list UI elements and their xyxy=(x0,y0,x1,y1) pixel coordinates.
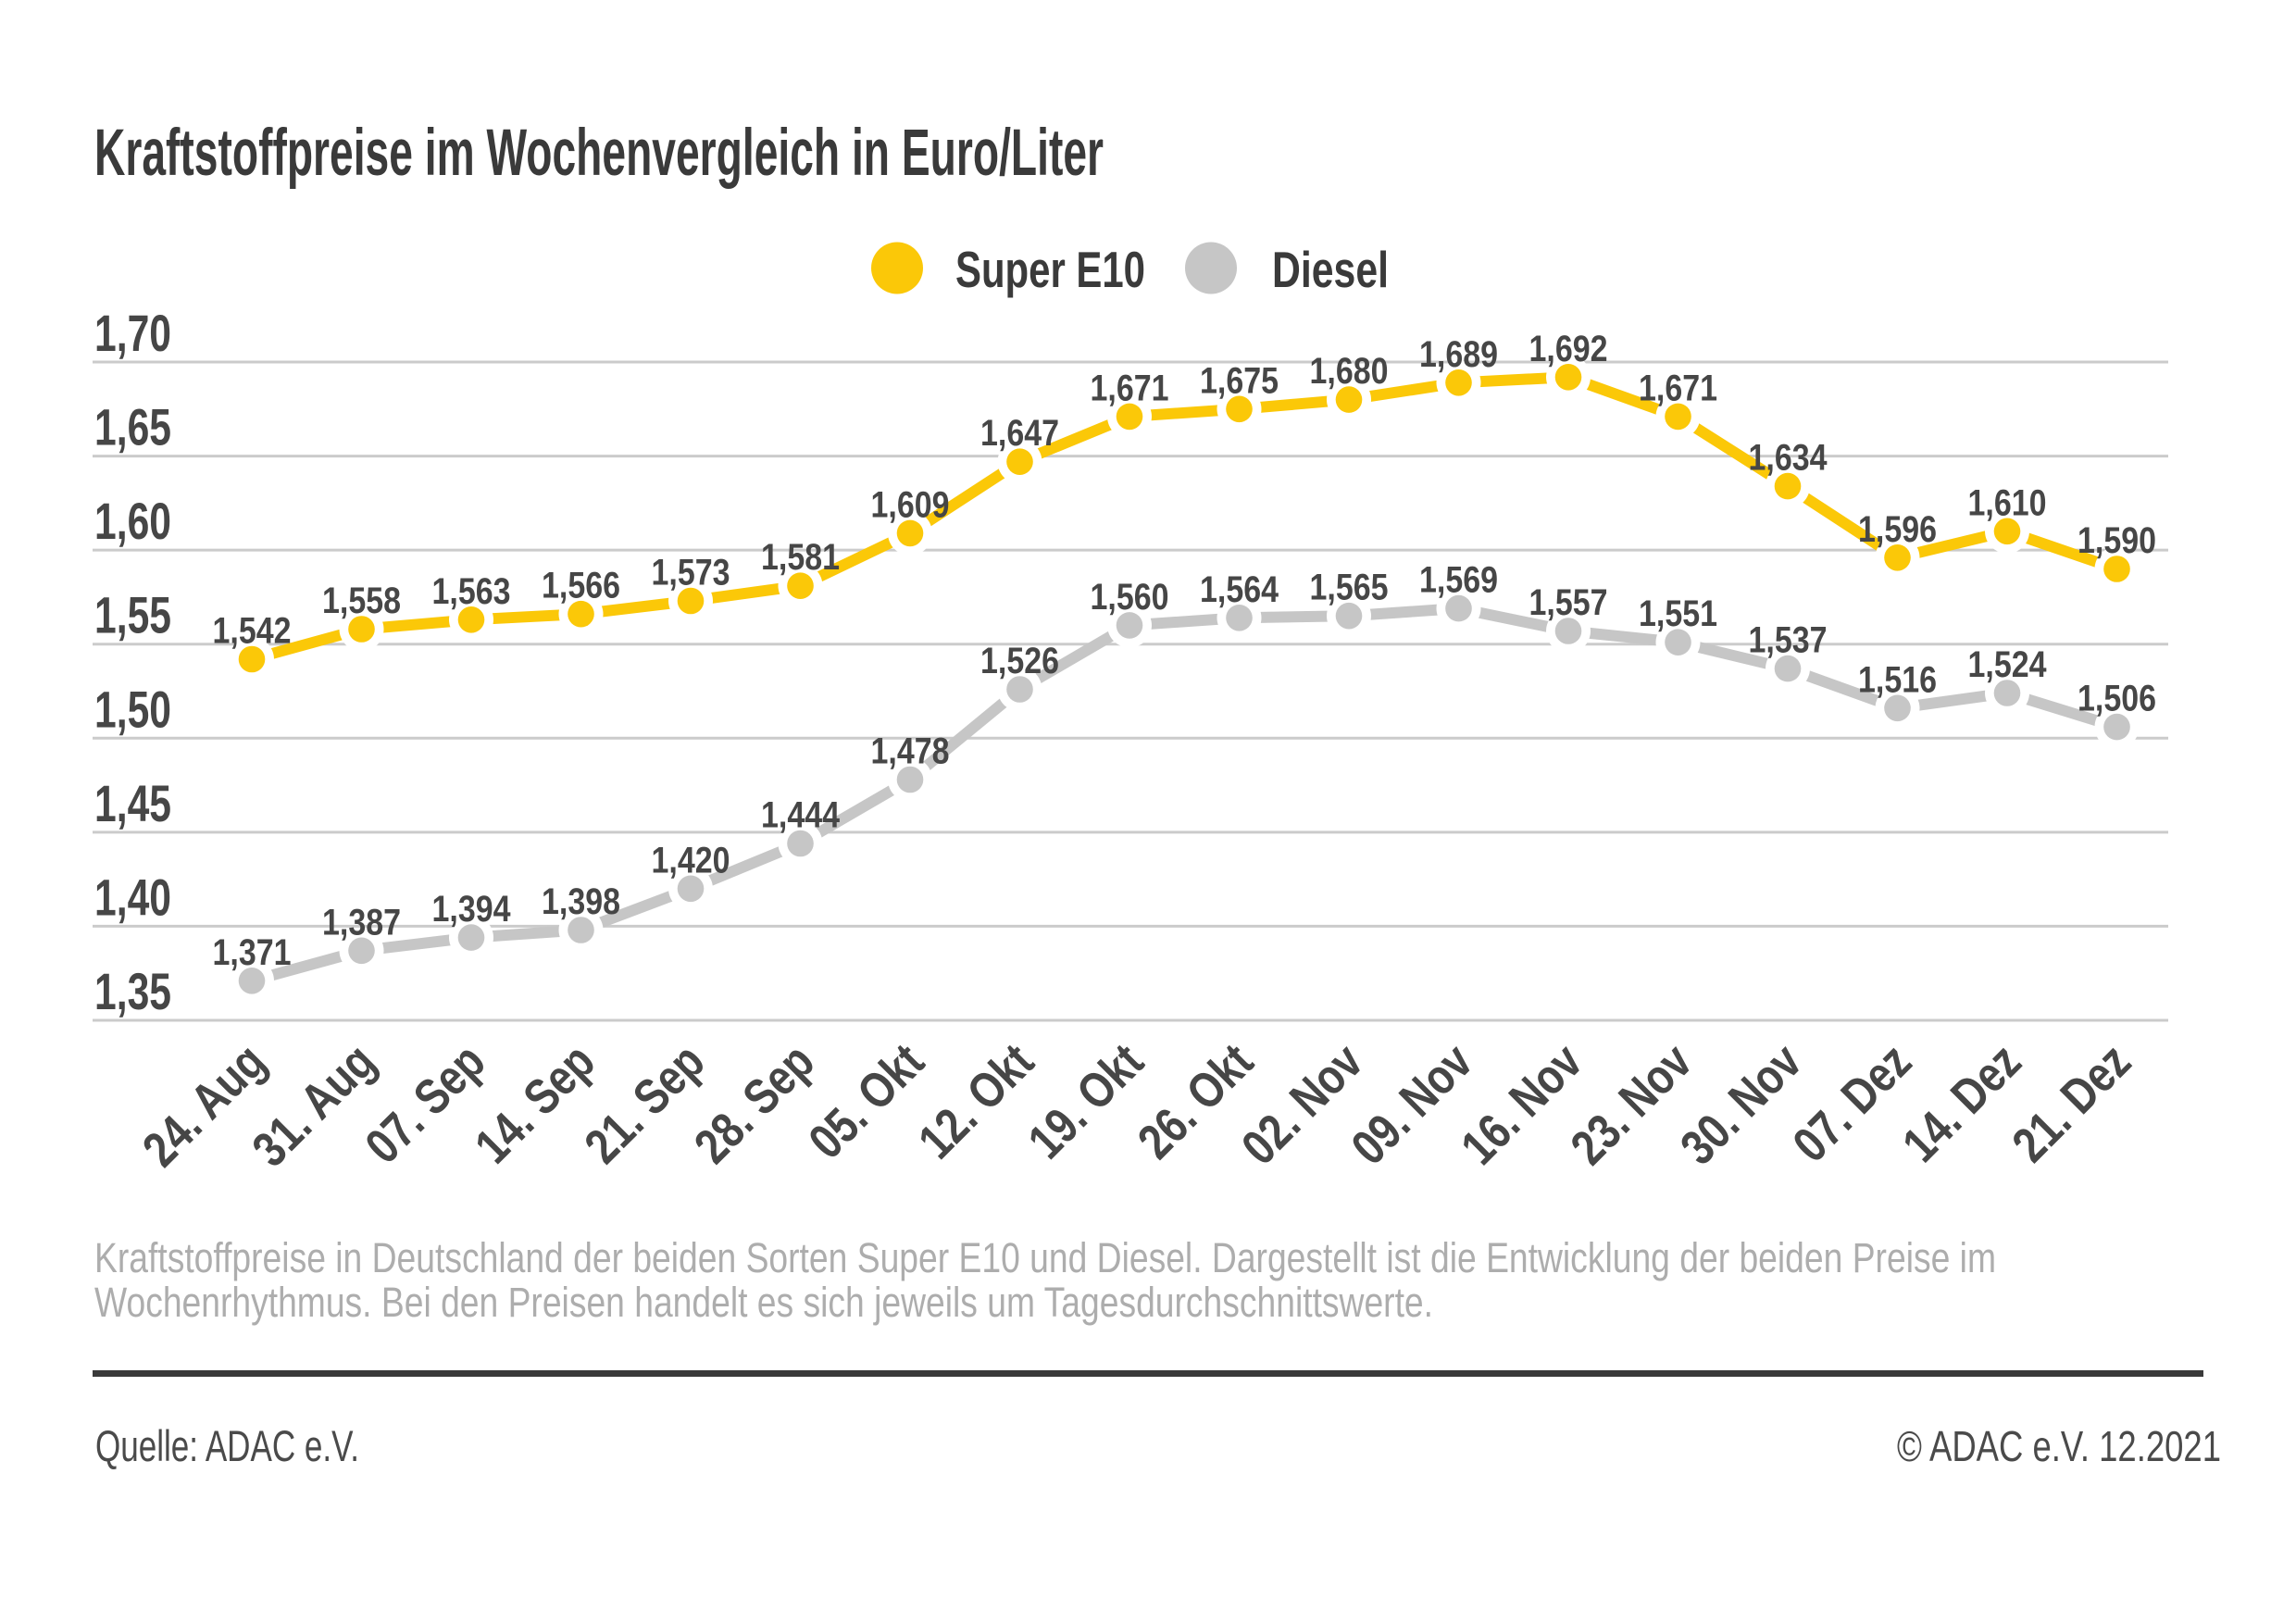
svg-text:Diesel: Diesel xyxy=(1272,241,1389,298)
svg-text:1,634: 1,634 xyxy=(1749,438,1828,479)
svg-text:1,420: 1,420 xyxy=(652,840,730,880)
svg-text:1,506: 1,506 xyxy=(2078,679,2156,719)
svg-text:1,40: 1,40 xyxy=(94,868,171,926)
svg-text:1,50: 1,50 xyxy=(94,680,171,738)
svg-text:1,478: 1,478 xyxy=(871,731,950,772)
svg-text:1,371: 1,371 xyxy=(213,932,292,973)
svg-text:1,65: 1,65 xyxy=(94,398,171,456)
svg-text:Super E10: Super E10 xyxy=(955,241,1145,298)
svg-text:1,647: 1,647 xyxy=(980,413,1059,454)
svg-text:1,680: 1,680 xyxy=(1310,351,1389,392)
svg-text:1,689: 1,689 xyxy=(1419,334,1498,375)
svg-text:1,387: 1,387 xyxy=(322,902,401,943)
svg-text:Kraftstoffpreise im Wochenverg: Kraftstoffpreise im Wochenvergleich in E… xyxy=(94,117,1104,190)
svg-text:1,671: 1,671 xyxy=(1639,368,1717,408)
svg-text:1,551: 1,551 xyxy=(1639,593,1717,634)
svg-text:1,557: 1,557 xyxy=(1529,582,1608,623)
svg-text:1,609: 1,609 xyxy=(871,484,950,525)
svg-text:1,692: 1,692 xyxy=(1529,329,1608,369)
svg-text:1,394: 1,394 xyxy=(432,889,512,930)
svg-text:1,573: 1,573 xyxy=(652,553,730,593)
svg-text:1,524: 1,524 xyxy=(1968,644,2048,685)
svg-text:1,70: 1,70 xyxy=(94,304,171,362)
svg-text:1,526: 1,526 xyxy=(980,641,1059,681)
svg-text:1,590: 1,590 xyxy=(2078,520,2156,561)
svg-text:Quelle: ADAC e.V.: Quelle: ADAC e.V. xyxy=(95,1421,359,1470)
svg-text:1,537: 1,537 xyxy=(1749,620,1828,661)
svg-text:1,566: 1,566 xyxy=(542,566,620,606)
svg-text:1,610: 1,610 xyxy=(1968,482,2047,523)
svg-text:1,581: 1,581 xyxy=(761,537,840,578)
svg-text:1,565: 1,565 xyxy=(1310,568,1389,608)
svg-text:1,398: 1,398 xyxy=(542,881,620,922)
svg-text:1,444: 1,444 xyxy=(761,795,841,836)
svg-text:Kraftstoffpreise in Deutschlan: Kraftstoffpreise in Deutschland der beid… xyxy=(94,1234,1996,1281)
svg-text:1,563: 1,563 xyxy=(432,571,511,612)
svg-text:1,569: 1,569 xyxy=(1419,560,1498,601)
svg-text:1,60: 1,60 xyxy=(94,492,171,550)
svg-text:1,35: 1,35 xyxy=(94,962,171,1020)
svg-text:1,596: 1,596 xyxy=(1858,509,1937,550)
svg-text:1,542: 1,542 xyxy=(213,611,292,652)
svg-text:1,671: 1,671 xyxy=(1091,368,1169,408)
svg-text:1,675: 1,675 xyxy=(1200,360,1279,401)
svg-text:© ADAC e.V. 12.2021: © ADAC e.V. 12.2021 xyxy=(1897,1422,2221,1470)
svg-text:1,564: 1,564 xyxy=(1200,569,1279,610)
svg-text:1,516: 1,516 xyxy=(1858,659,1937,700)
svg-text:1,55: 1,55 xyxy=(94,586,171,644)
svg-text:Wochenrhythmus. Bei den Preise: Wochenrhythmus. Bei den Preisen handelt … xyxy=(94,1279,1433,1326)
svg-text:1,45: 1,45 xyxy=(94,774,171,832)
svg-text:1,558: 1,558 xyxy=(322,581,401,621)
svg-text:1,560: 1,560 xyxy=(1091,577,1169,618)
